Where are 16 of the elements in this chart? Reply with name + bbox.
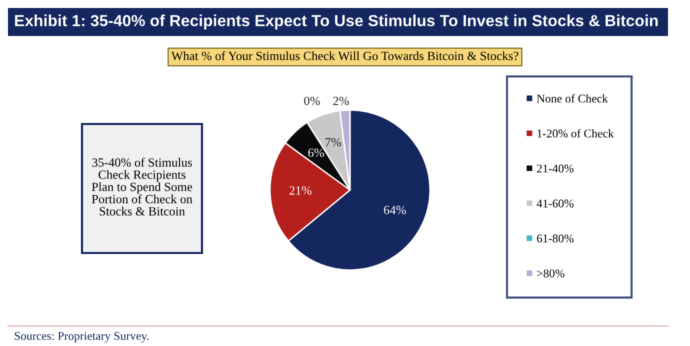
data-label: 2%	[333, 96, 349, 106]
data-label: 64%	[384, 206, 406, 214]
text: 35-40% of Stimulus Check Recipients Plan to Spend Some Portion of Check on Stocks & Bitcoin	[92, 158, 192, 216]
legend-label: 1-20% of Check	[538, 129, 614, 138]
legend-label: 61-80%	[537, 234, 574, 242]
legend-label: 21-40%	[537, 164, 574, 173]
text: 0%	[304, 96, 320, 106]
source-note: Sources: Proprietary Survey.	[14, 332, 149, 342]
data-label: 6%	[308, 148, 324, 158]
legend-label: >80%	[537, 269, 564, 278]
chart-title: Exhibit 1: 35-40% of Recipients Expect To Use Stimulus To Invest in Stocks & Bitcoin	[15, 14, 658, 30]
legend-label: 41-60%	[536, 200, 574, 208]
data-label: 21%	[290, 186, 312, 195]
legend-label: None of Check	[536, 94, 608, 103]
data-label: 7%	[326, 138, 342, 146]
chart-subtitle: What % of Your Stimulus Check Will Go Towards Bitcoin & Stocks?	[171, 51, 518, 60]
